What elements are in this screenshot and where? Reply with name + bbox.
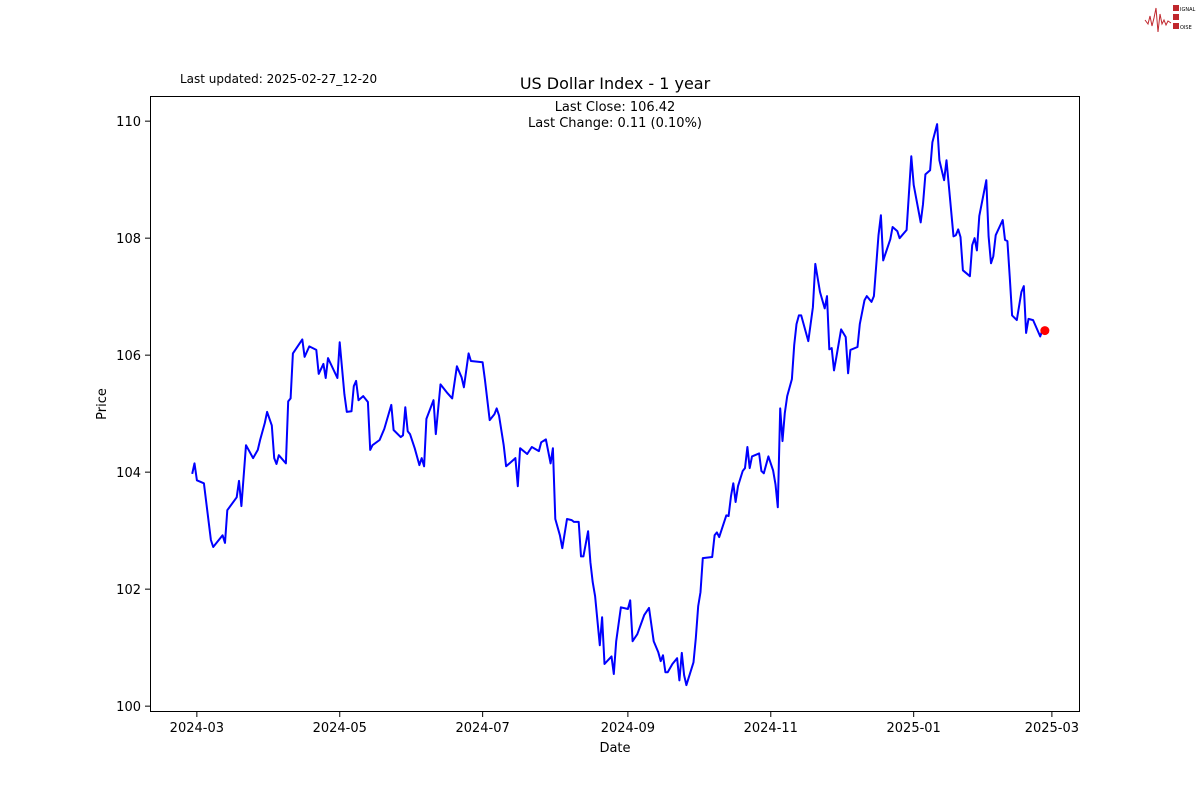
axes-frame	[150, 96, 1080, 712]
x-tick-label: 2024-11	[744, 721, 798, 736]
x-tick-label: 2025-03	[1025, 721, 1079, 736]
logo-text: IGNAL	[1180, 7, 1196, 13]
y-axis-label: Price	[95, 388, 110, 420]
x-tick-label: 2024-03	[170, 721, 224, 736]
logo-box-s	[1173, 5, 1179, 11]
y-tick-label: 108	[116, 232, 141, 247]
last-close-annotation: Last Close: 106.42	[555, 100, 676, 115]
x-tick-label: 2024-07	[455, 721, 509, 736]
logo-text-2: OISE	[1180, 25, 1192, 31]
y-tick-label: 104	[116, 466, 141, 481]
y-tick-label: 106	[116, 349, 141, 364]
x-axis-label: Date	[599, 741, 630, 756]
logo-box-n	[1173, 23, 1179, 29]
plot-area	[191, 123, 1050, 687]
y-tick-label: 110	[116, 115, 141, 130]
logo-box-2	[1173, 14, 1179, 20]
y-tick-label: 100	[116, 700, 141, 715]
x-tick-label: 2024-09	[601, 721, 655, 736]
x-axis: 2024-03 2024-05 2024-07 2024-09 2024-11 2025-…	[170, 712, 1079, 736]
y-axis: 100 102 104 106 108 110	[116, 115, 150, 715]
chart-title: US Dollar Index - 1 year	[520, 74, 711, 93]
y-tick-label: 102	[116, 583, 141, 598]
x-tick-label: 2024-05	[313, 721, 367, 736]
last-updated: Last updated: 2025-02-27_12-20	[180, 72, 377, 86]
last-close-marker	[1040, 326, 1050, 336]
logo-waveform	[1144, 7, 1172, 33]
logo: IGNAL OISE	[1144, 5, 1196, 33]
last-change-annotation: Last Change: 0.11 (0.10%)	[528, 116, 702, 131]
x-tick-label: 2025-01	[887, 721, 941, 736]
price-line	[191, 123, 1046, 687]
